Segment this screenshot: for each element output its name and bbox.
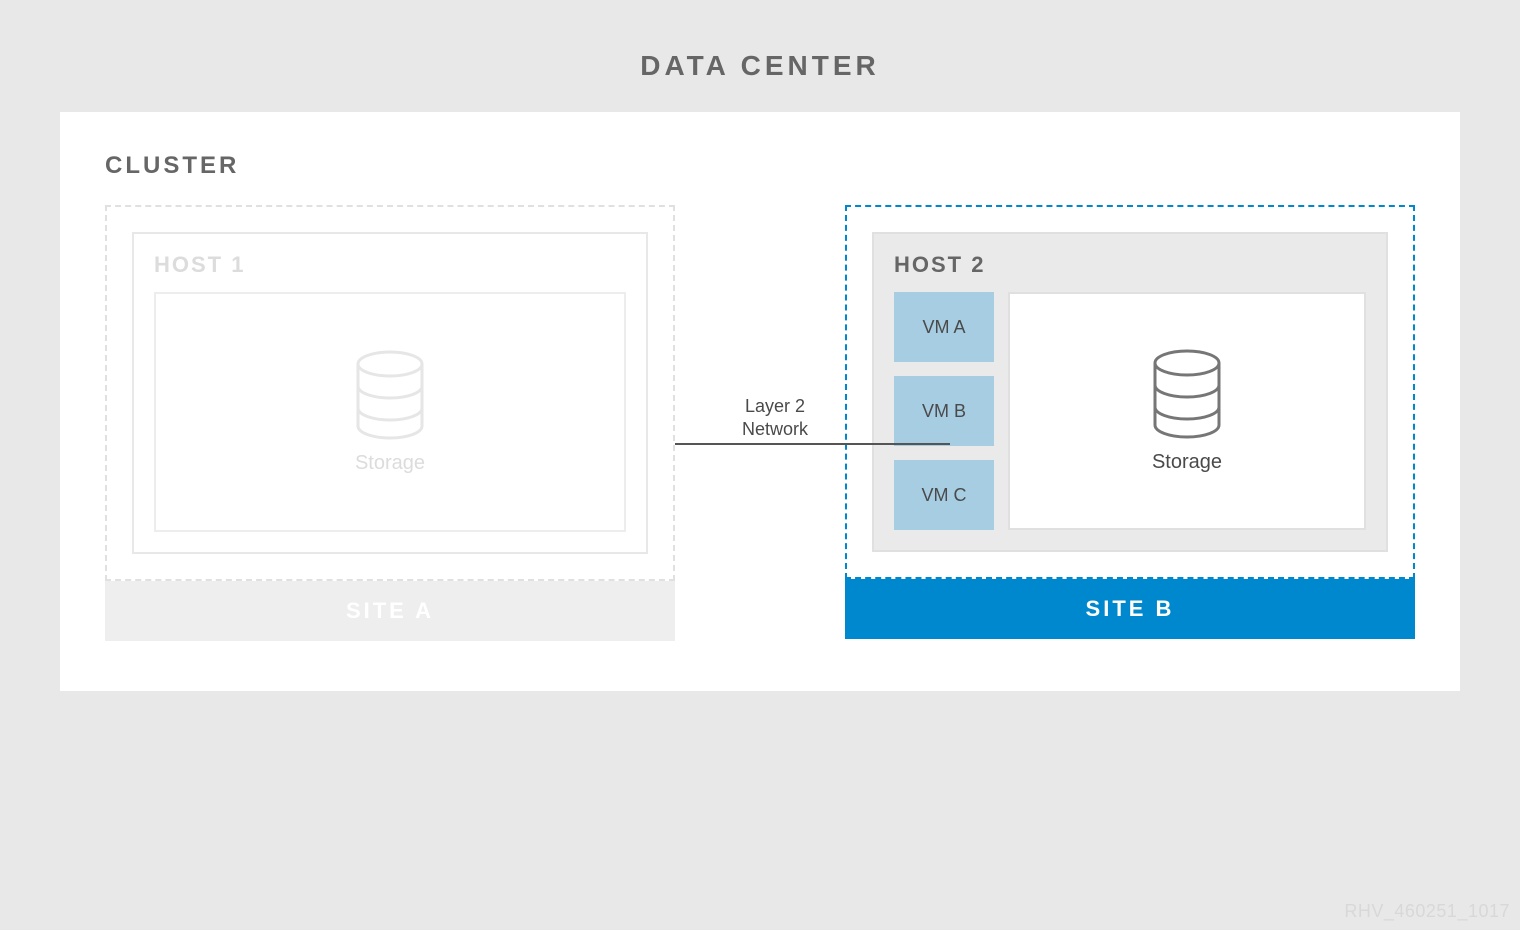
sites-row: HOST 1 Storage SIT xyxy=(105,205,1415,641)
host-2-storage-box: Storage xyxy=(1008,292,1366,530)
storage-icon xyxy=(350,350,430,440)
cluster-label: CLUSTER xyxy=(105,152,1415,180)
host-2-inner: VM A VM B VM C Storage xyxy=(894,292,1366,530)
page-title: DATA CENTER xyxy=(0,0,1520,112)
connector-label-line2: Network xyxy=(742,419,808,439)
site-b: HOST 2 VM A VM B VM C xyxy=(845,205,1415,641)
site-b-dashed-box: HOST 2 VM A VM B VM C xyxy=(845,205,1415,579)
watermark-text: RHV_460251_1017 xyxy=(1344,901,1510,922)
vm-c: VM C xyxy=(894,460,994,530)
vm-column: VM A VM B VM C xyxy=(894,292,994,530)
host-1-storage-label: Storage xyxy=(355,452,425,475)
host-1-storage-box: Storage xyxy=(154,292,626,532)
network-connector-line xyxy=(675,443,950,445)
host-2-label: HOST 2 xyxy=(894,252,1366,278)
storage-icon xyxy=(1147,349,1227,439)
site-b-footer: SITE B xyxy=(845,579,1415,639)
host-2-box: HOST 2 VM A VM B VM C xyxy=(872,232,1388,552)
site-a-footer: SITE A xyxy=(105,581,675,641)
host-1-box: HOST 1 Storage xyxy=(132,232,648,554)
vm-b: VM B xyxy=(894,376,994,446)
cluster-container: CLUSTER HOST 1 Storage xyxy=(60,112,1460,691)
connector-label-line1: Layer 2 xyxy=(745,396,805,416)
host-1-label: HOST 1 xyxy=(154,252,626,278)
network-connector-label: Layer 2 Network xyxy=(715,395,835,442)
host-1-inner: Storage xyxy=(154,292,626,532)
vm-a: VM A xyxy=(894,292,994,362)
host-2-storage-label: Storage xyxy=(1152,451,1222,474)
site-a: HOST 1 Storage SIT xyxy=(105,205,675,641)
site-a-dashed-box: HOST 1 Storage xyxy=(105,205,675,581)
